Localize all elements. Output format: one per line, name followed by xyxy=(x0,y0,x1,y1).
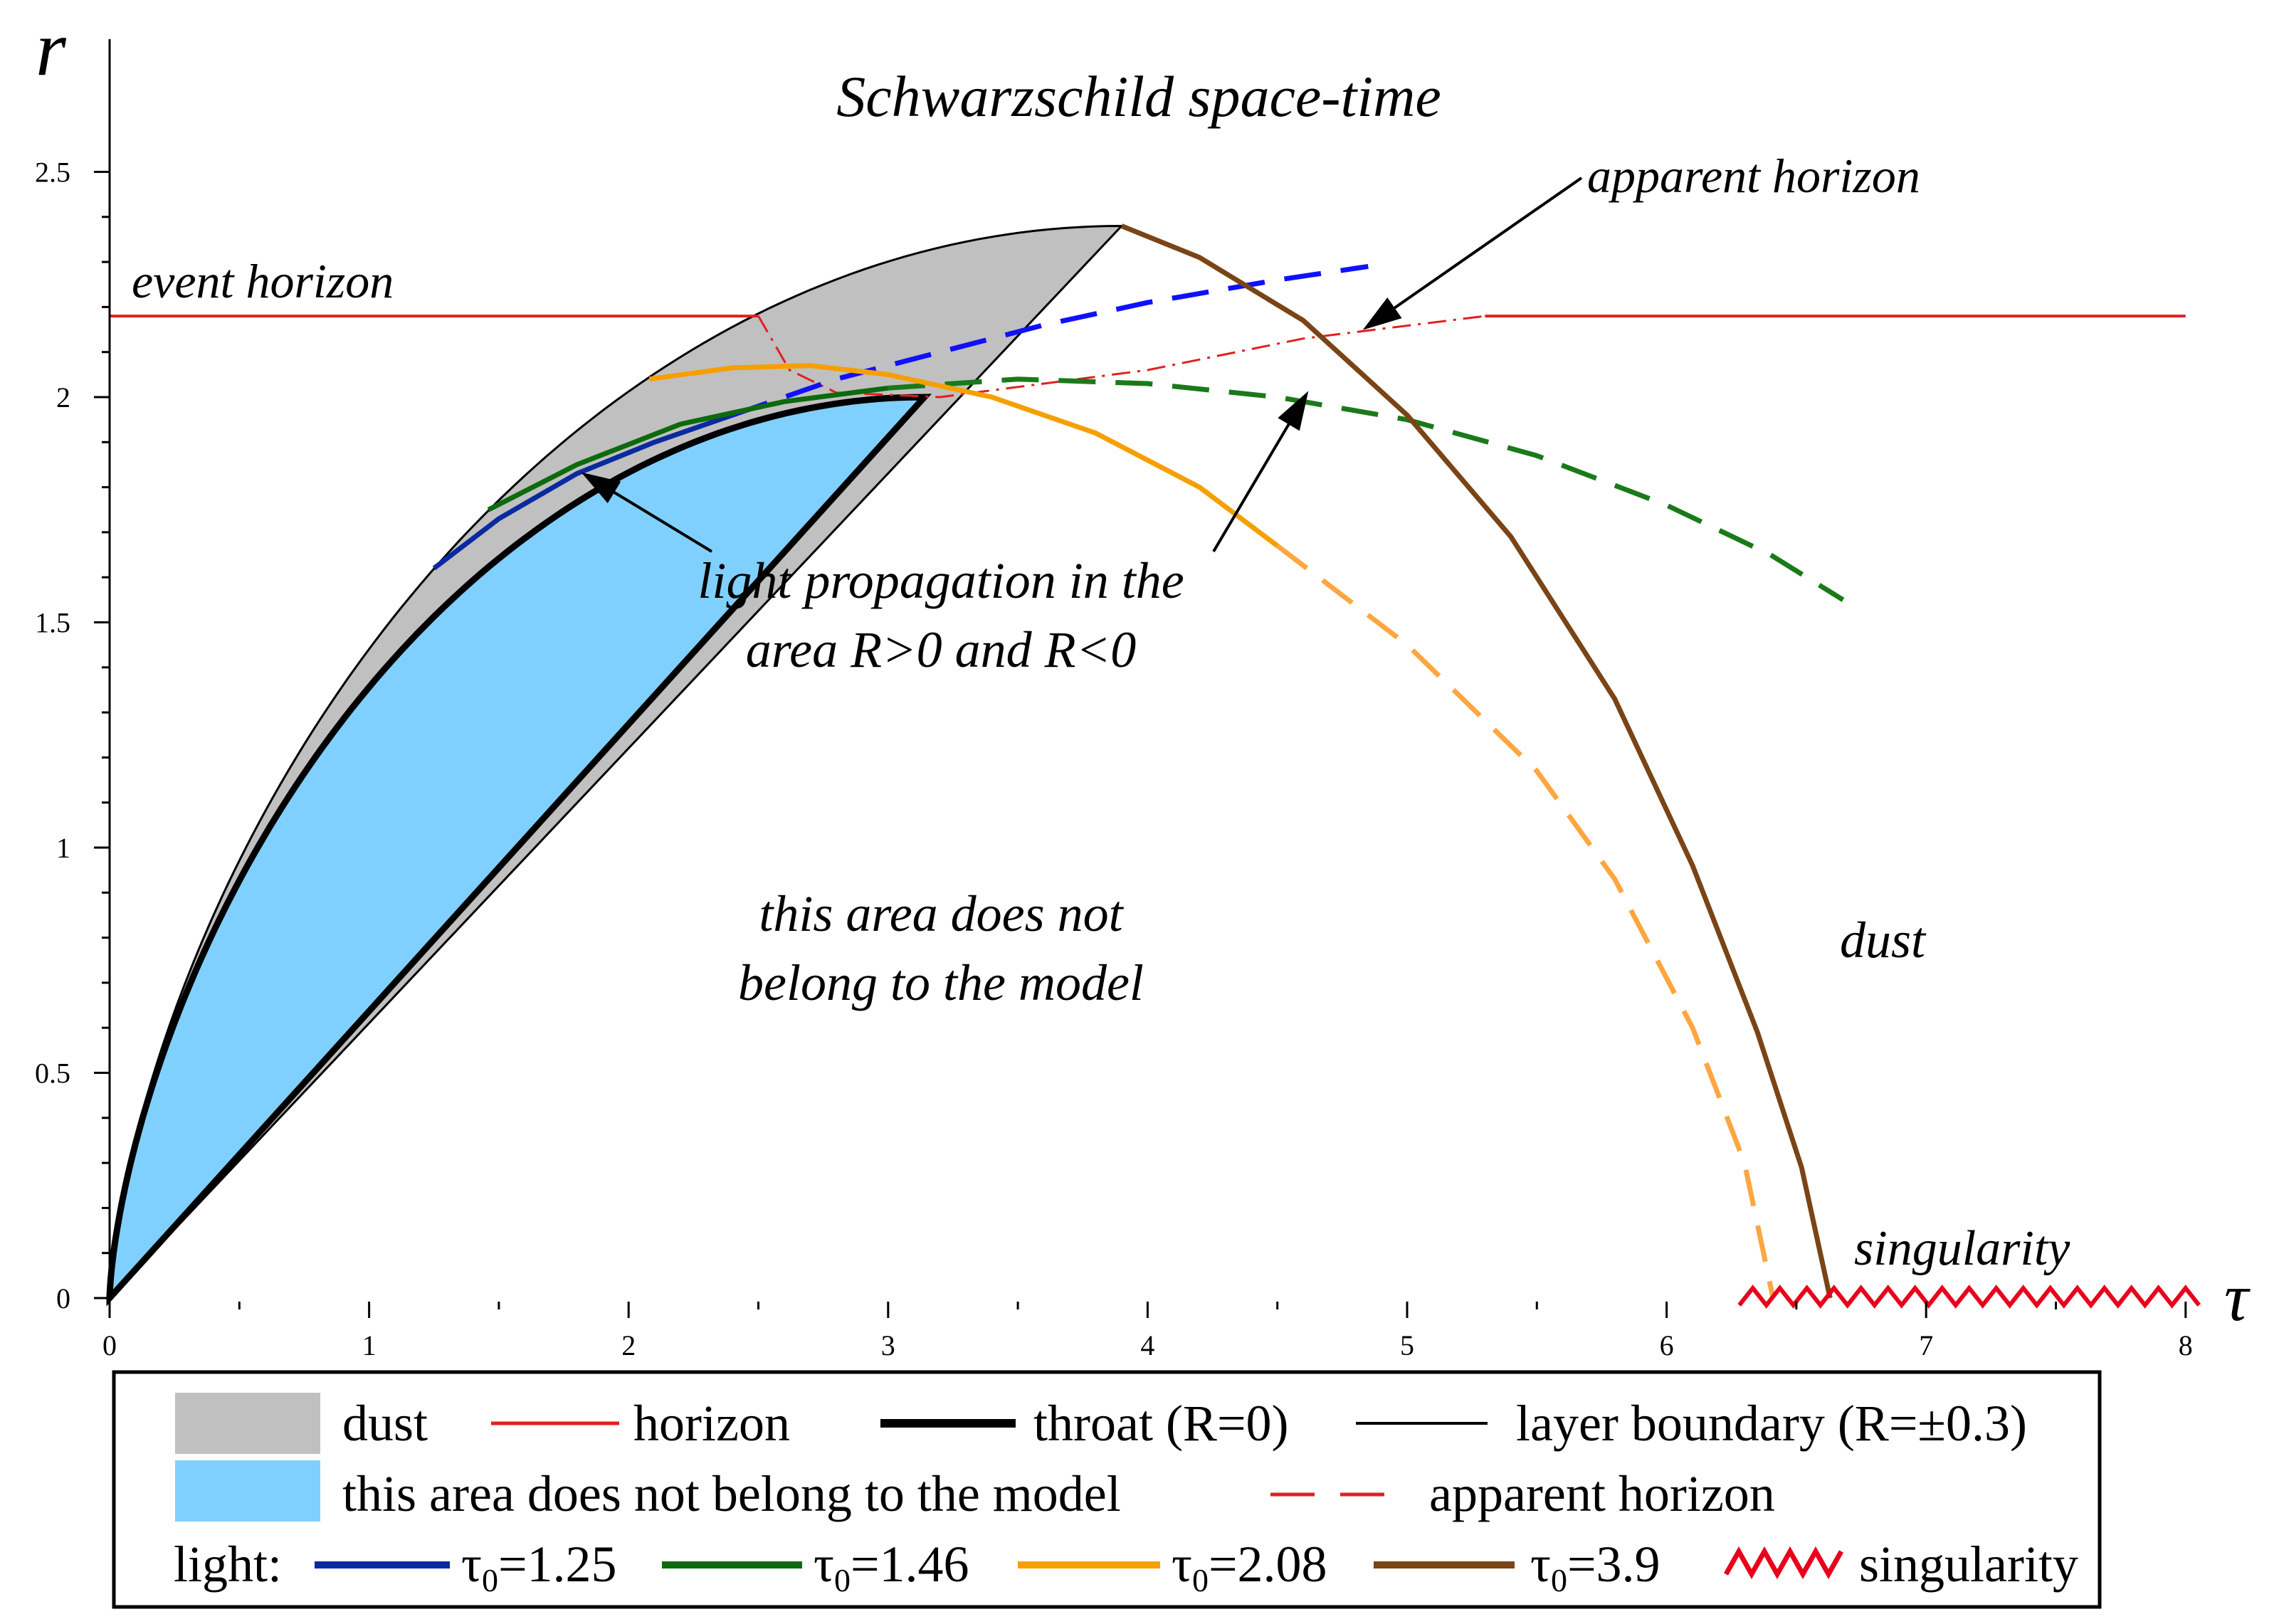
light-propagation-label-1: light propagation in the xyxy=(698,552,1184,609)
x-ticks: 0 1 2 3 4 5 6 7 8 xyxy=(102,1302,2193,1361)
legend-layer: layer boundary (R=±0.3) xyxy=(1516,1395,2027,1452)
apparent-horizon-label: apparent horizon xyxy=(1587,149,1920,203)
legend-no-model-swatch xyxy=(175,1460,320,1522)
y-ticks: 0 0.5 1 1.5 2 2.5 xyxy=(35,157,110,1314)
legend-dust-swatch xyxy=(175,1393,320,1454)
text-labels: r τ Schwarzschild space-time event horiz… xyxy=(36,5,2251,1335)
series-0-2-08-7 xyxy=(648,363,1279,548)
series-apparent-horizon-2 xyxy=(757,315,1485,399)
legend-tau39: τ0=3.9 xyxy=(1530,1536,1660,1598)
legend-throat: throat (R=0) xyxy=(1033,1395,1289,1452)
light-propagation-label-2: area R>0 and R<0 xyxy=(746,621,1136,678)
y-tick-label: 1.5 xyxy=(35,607,70,639)
series-0-1-46-5 xyxy=(487,385,889,512)
x-tick-label: 7 xyxy=(1919,1329,1933,1361)
x-tick-label: 3 xyxy=(881,1329,895,1361)
legend: dust horizon throat (R=0) layer boundary… xyxy=(112,1370,2102,1609)
x-tick-label: 0 xyxy=(102,1329,117,1361)
legend-singularity: singularity xyxy=(1859,1536,2078,1593)
legend-dust: dust xyxy=(342,1395,428,1452)
x-tick-label: 6 xyxy=(1660,1329,1674,1361)
chart-title: Schwarzschild space-time xyxy=(836,64,1441,129)
y-tick-label: 0 xyxy=(56,1282,70,1314)
dust-label: dust xyxy=(1840,912,1927,969)
x-tick-label: 2 xyxy=(621,1329,636,1361)
y-tick-label: 2.5 xyxy=(35,157,70,189)
no-model-region xyxy=(106,394,932,1307)
tau-axis-label: τ xyxy=(2224,1260,2251,1335)
legend-tau208: τ0=2.08 xyxy=(1172,1536,1327,1598)
x-tick-label: 5 xyxy=(1400,1329,1414,1361)
series-0-1-46-6 xyxy=(888,376,1845,602)
series-0-2-08-8 xyxy=(1275,544,1776,1299)
singularity-zigzag xyxy=(1737,1285,2201,1309)
r-axis-label: r xyxy=(36,5,67,92)
x-tick-label: 1 xyxy=(362,1329,377,1361)
no-model-label-2: belong to the model xyxy=(738,954,1144,1011)
y-tick-label: 0.5 xyxy=(35,1058,70,1090)
light-arrow-left xyxy=(581,472,713,553)
event-horizon-label: event horizon xyxy=(132,254,394,308)
singularity-label: singularity xyxy=(1854,1221,2070,1276)
y-tick-label: 1 xyxy=(56,832,70,864)
annotation-arrows xyxy=(581,176,1583,553)
x-tick-label: 8 xyxy=(2179,1329,2193,1361)
legend-horizon: horizon xyxy=(633,1395,790,1452)
series-0-3-9-9 xyxy=(1120,223,1833,1299)
apparent-horizon-arrow xyxy=(1362,176,1583,330)
axes: 0 0.5 1 1.5 2 2.5 0 1 2 3 4 5 6 7 8 xyxy=(35,39,2193,1361)
series-0-1-25-3 xyxy=(432,412,734,571)
series-layer xyxy=(110,223,2201,1309)
legend-singularity-swatch xyxy=(1723,1546,1844,1580)
legend-tau125: τ0=1.25 xyxy=(461,1536,617,1598)
legend-light-prefix: light: xyxy=(174,1536,282,1593)
light-arrow-right xyxy=(1212,391,1309,553)
y-tick-label: 2 xyxy=(56,381,70,413)
x-tick-label: 4 xyxy=(1140,1329,1154,1361)
legend-tau146: τ0=1.46 xyxy=(814,1536,969,1598)
no-model-label-1: this area does not xyxy=(759,885,1124,942)
legend-no-model: this area does not belong to the model xyxy=(342,1465,1121,1522)
legend-apparent: apparent horizon xyxy=(1429,1465,1775,1522)
